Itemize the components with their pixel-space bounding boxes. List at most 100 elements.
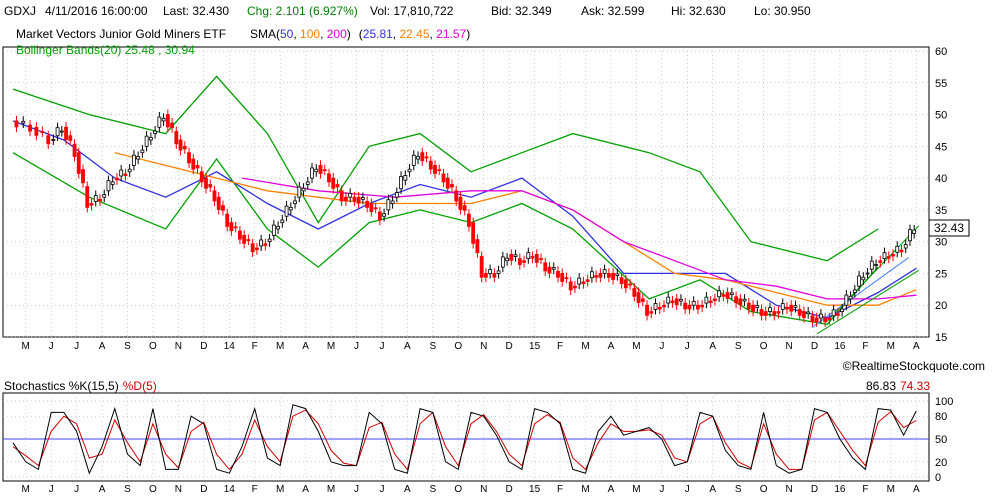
candle-body <box>327 173 331 183</box>
candle-body <box>221 205 225 211</box>
candle-body <box>339 190 344 202</box>
stoch-series <box>12 404 917 475</box>
candle-body <box>793 305 798 308</box>
candle-body <box>441 173 446 183</box>
candle-body <box>178 139 183 151</box>
candle-body <box>182 145 187 150</box>
candle-body <box>314 168 319 173</box>
candle-body <box>551 267 556 270</box>
candle-body <box>102 194 107 198</box>
stoch-x-tick-label: F <box>557 484 563 495</box>
candle-body <box>496 270 501 274</box>
header-datetime: 4/11/2016 16:00:00 <box>45 4 148 18</box>
candle-body <box>479 256 484 278</box>
candle-body <box>238 230 242 240</box>
candle-body <box>59 130 64 133</box>
candle-body <box>301 187 306 192</box>
trendline-blue <box>811 257 909 328</box>
candle-body <box>467 213 471 227</box>
candle-body <box>106 180 111 192</box>
price-x-tick-label: A <box>709 341 716 352</box>
candle-body <box>225 213 230 227</box>
stoch-x-tick-label: M <box>632 484 640 495</box>
candle-body <box>127 168 132 173</box>
candle-body <box>623 279 628 289</box>
candle-body <box>785 306 789 310</box>
price-x-tick-label: S <box>735 341 742 352</box>
candle-body <box>305 181 310 185</box>
price-panel <box>2 46 930 338</box>
stoch-x-tick-label: S <box>124 484 131 495</box>
candle-body <box>505 257 509 262</box>
candle-body <box>288 206 293 211</box>
price-y-tick-label: 55 <box>935 78 947 90</box>
price-x-tick-label: A <box>302 341 309 352</box>
series-line-sma50 <box>12 120 917 319</box>
stoch-x-tick-label: N <box>785 484 792 495</box>
stoch-x-tick-label: F <box>252 484 258 495</box>
candle-body <box>195 164 200 169</box>
candle-body <box>619 277 624 285</box>
candle-body <box>377 211 382 221</box>
trendline-lower <box>816 269 920 335</box>
price-x-tick-label: 16 <box>834 341 846 352</box>
candle-body <box>40 131 45 133</box>
candle-body <box>606 273 611 278</box>
candle-body <box>98 198 102 202</box>
candle-body <box>547 266 552 274</box>
stoch-y-tick-label: 100 <box>935 396 953 408</box>
price-x-tick-label: J <box>379 341 384 352</box>
series-line-bb_lower <box>12 152 879 326</box>
header-ask: Ask: 32.599 <box>581 4 645 18</box>
candle-body <box>848 295 853 300</box>
candle-body <box>51 139 56 141</box>
price-y-tick-label: 35 <box>935 205 947 217</box>
candle-body <box>445 177 450 189</box>
price-x-ticks: M J J A S O N D 14 F M A M J J A S O N D 15 F M A M J J A S O N D 16 F M A <box>22 341 920 352</box>
candle-body <box>322 169 327 172</box>
stoch-x-tick-label: M <box>327 484 335 495</box>
candle-body <box>577 277 582 285</box>
candle-body <box>751 304 755 312</box>
stoch-x-tick-label: A <box>99 484 106 495</box>
candle-body <box>666 296 671 304</box>
stoch-x-tick-label: J <box>685 484 690 495</box>
candle-body <box>284 205 289 217</box>
candle-body <box>534 253 539 263</box>
candle-body <box>852 289 857 293</box>
candle-body <box>242 234 247 244</box>
candle-body <box>717 290 722 298</box>
stoch-x-tick-label: N <box>480 484 487 495</box>
candle-body <box>420 152 425 162</box>
candle-body <box>835 313 840 316</box>
candle-body <box>403 175 408 181</box>
price-x-tick-label: 14 <box>224 341 236 352</box>
candle-body <box>585 279 590 282</box>
price-x-tick-label: O <box>760 341 768 352</box>
candle-body <box>153 130 158 135</box>
candle-body <box>394 192 399 198</box>
candle-body <box>611 273 616 280</box>
candle-body <box>352 196 357 202</box>
candle-body <box>458 196 463 210</box>
price-x-tick-label: M <box>327 341 335 352</box>
candle-body <box>144 135 149 147</box>
candle-body <box>581 281 586 285</box>
candle-body <box>93 195 98 202</box>
price-x-tick-label: M <box>276 341 284 352</box>
candle-body <box>216 196 221 210</box>
stoch-x-tick-label: F <box>862 484 868 495</box>
candle-body <box>912 229 917 234</box>
candle-body <box>161 117 166 122</box>
candle-body <box>700 304 705 308</box>
candle-body <box>691 301 696 306</box>
stoch-x-tick-label: M <box>276 484 284 495</box>
candle-body <box>21 120 26 124</box>
candle-body <box>827 317 832 321</box>
price-y-tick-label: 30 <box>935 237 947 249</box>
candle-body <box>509 253 514 261</box>
candle-body <box>318 164 323 174</box>
candle-body <box>187 152 191 164</box>
candle-body <box>874 264 878 266</box>
